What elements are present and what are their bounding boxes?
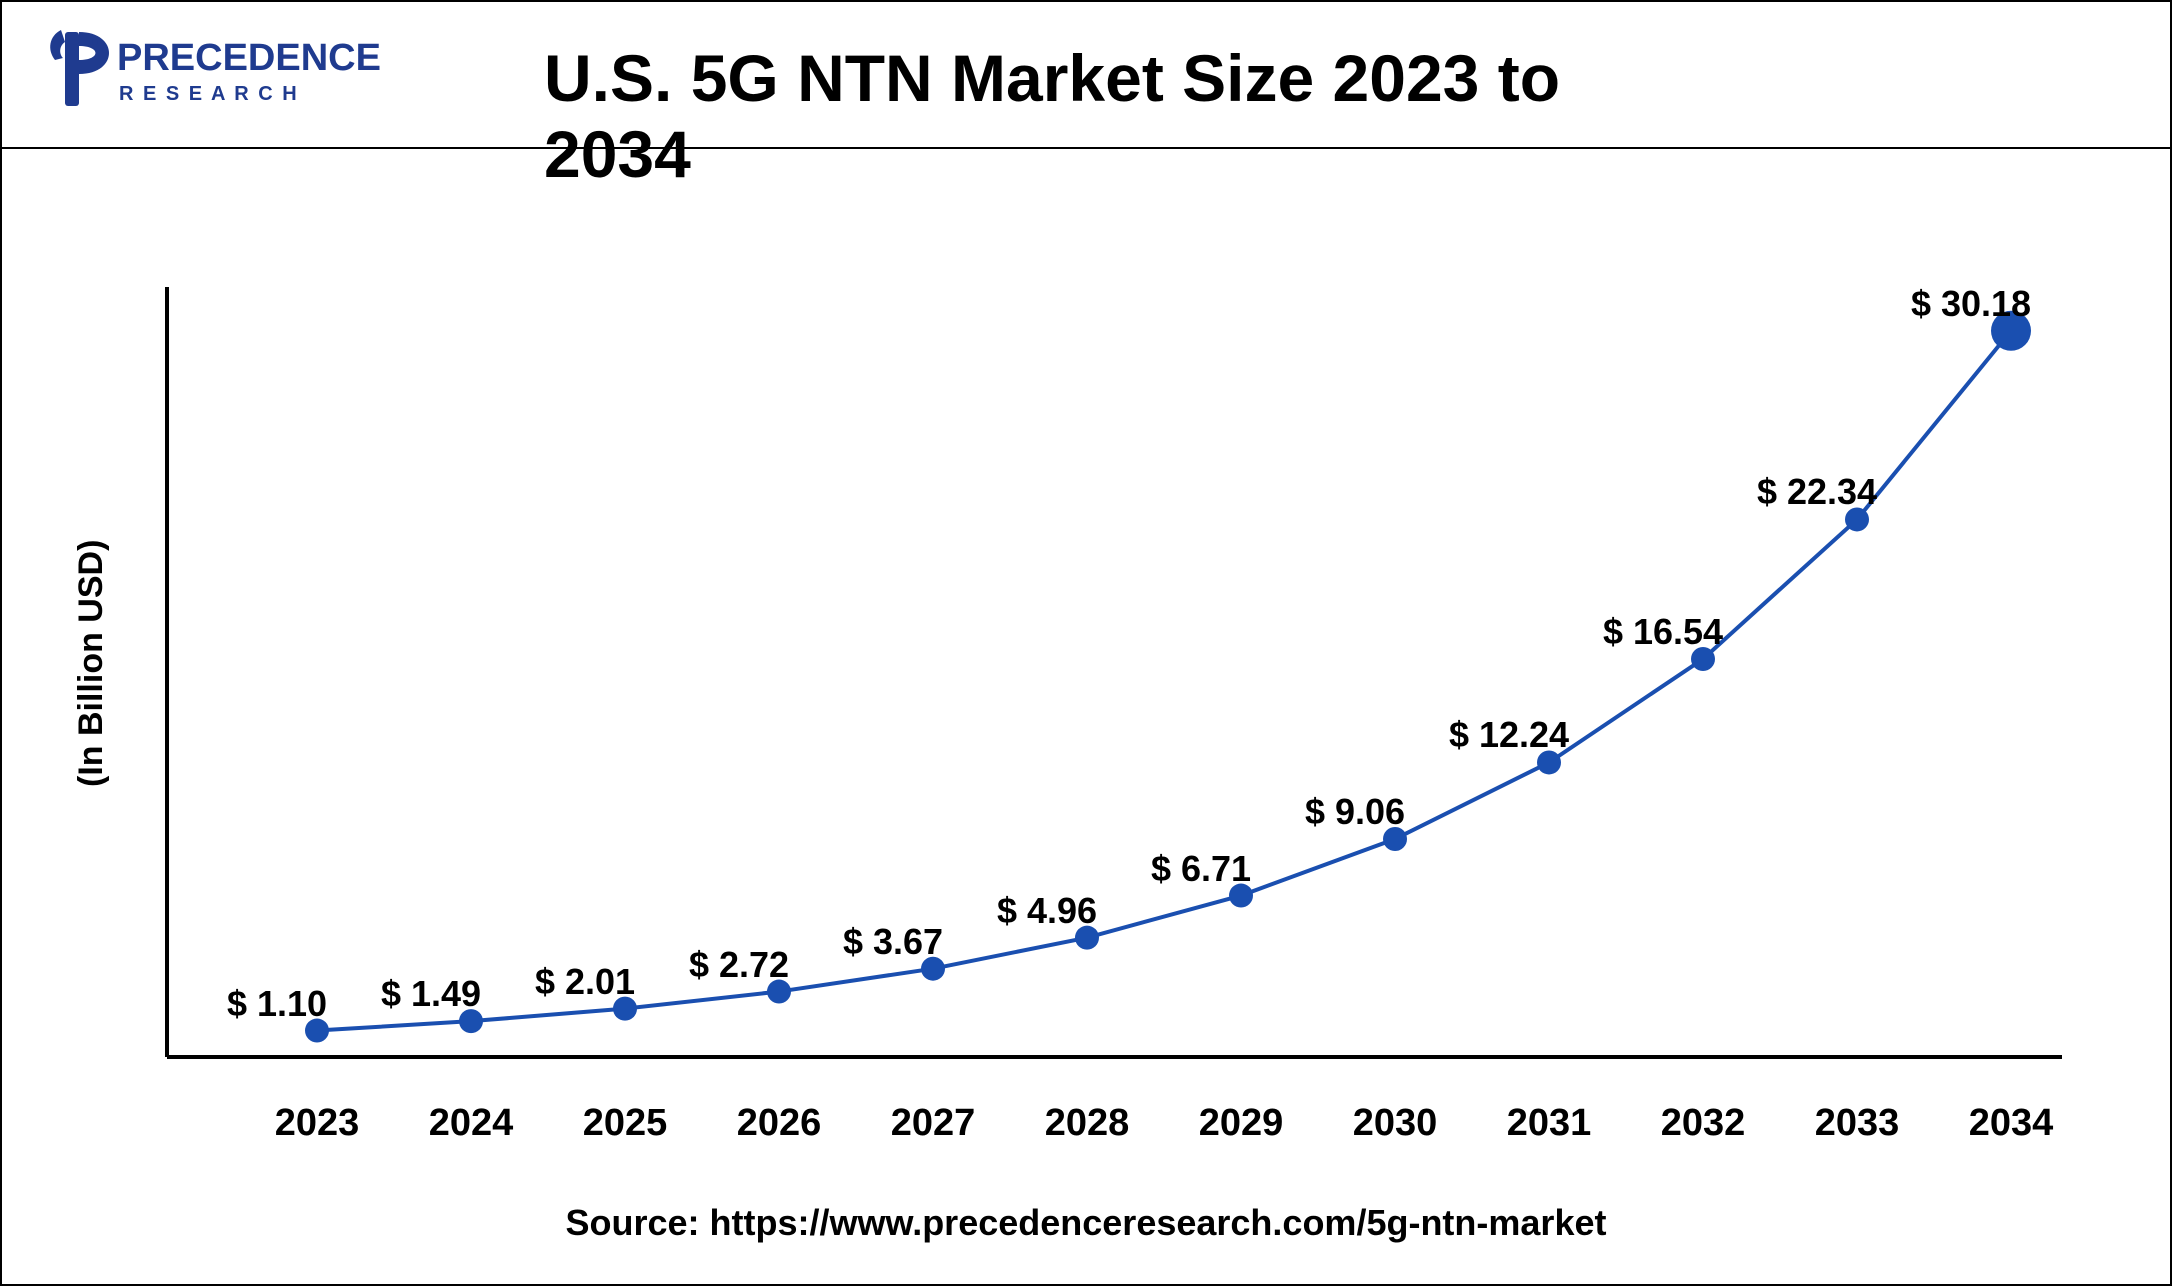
data-point-label: $ 1.49: [381, 973, 481, 1015]
x-tick-label: 2031: [1507, 1102, 1592, 1145]
x-tick-label: 2025: [583, 1102, 668, 1145]
x-tick-label: 2023: [275, 1102, 360, 1145]
data-point-label: $ 2.72: [689, 944, 789, 986]
data-point-label: $ 22.34: [1757, 471, 1877, 513]
data-point-label: $ 12.24: [1449, 714, 1569, 756]
x-tick-label: 2034: [1969, 1102, 2054, 1145]
data-point-label: $ 4.96: [997, 890, 1097, 932]
x-tick-label: 2030: [1353, 1102, 1438, 1145]
data-point-label: $ 3.67: [843, 921, 943, 963]
x-tick-label: 2029: [1199, 1102, 1284, 1145]
x-tick-label: 2024: [429, 1102, 514, 1145]
data-line: [317, 331, 2011, 1031]
logo-text-top: PRECEDENCE: [117, 37, 381, 79]
data-point-label: $ 30.18: [1911, 283, 2031, 325]
header: PRECEDENCE R E S E A R C H U.S. 5G NTN M…: [2, 2, 2170, 149]
x-tick-label: 2028: [1045, 1102, 1130, 1145]
logo-svg: PRECEDENCE R E S E A R C H: [47, 20, 387, 130]
x-tick-label: 2026: [737, 1102, 822, 1145]
data-point-label: $ 16.54: [1603, 611, 1723, 653]
logo-text-bottom: R E S E A R C H: [119, 83, 299, 105]
y-axis-label: (In Billion USD): [72, 540, 111, 787]
data-point-label: $ 9.06: [1305, 791, 1405, 833]
data-point-label: $ 1.10: [227, 983, 327, 1025]
x-tick-label: 2033: [1815, 1102, 1900, 1145]
data-point-label: $ 2.01: [535, 961, 635, 1003]
data-point-label: $ 6.71: [1151, 848, 1251, 890]
x-tick-label: 2027: [891, 1102, 976, 1145]
source-text: Source: https://www.precedenceresearch.c…: [566, 1202, 1607, 1244]
chart-area: (In Billion USD) 2023 2024 2025 2026 2027 202…: [2, 147, 2170, 1284]
chart-container: PRECEDENCE R E S E A R C H U.S. 5G NTN M…: [0, 0, 2172, 1286]
x-tick-label: 2032: [1661, 1102, 1746, 1145]
